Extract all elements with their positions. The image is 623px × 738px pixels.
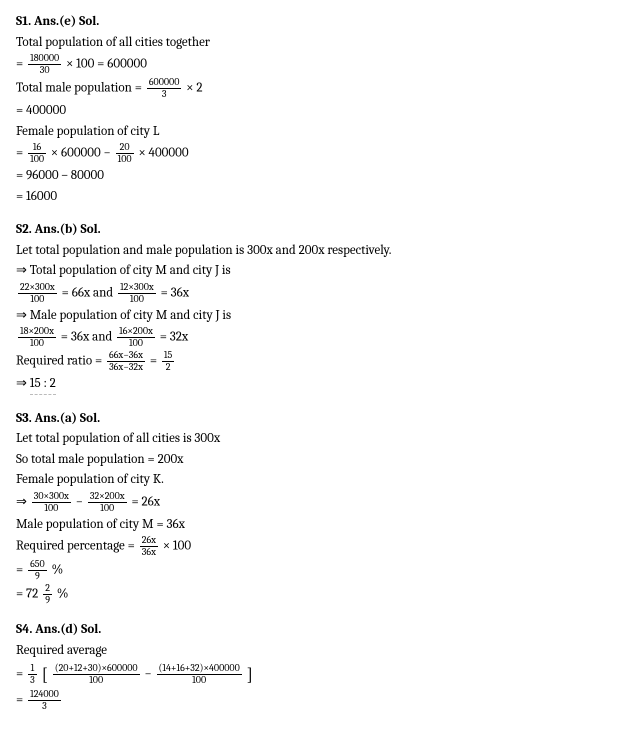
text: = 36x and: [61, 330, 112, 345]
fraction: 1240003: [28, 689, 61, 712]
text: = 26x: [131, 494, 160, 509]
text: × 400000: [138, 146, 188, 161]
text: =: [16, 693, 23, 708]
s2-line: 18×200x100 = 36x and 16×200x100 = 32x: [16, 326, 607, 349]
s2-line: Let total population and male population…: [16, 241, 607, 261]
fraction: 26x36x: [140, 535, 158, 558]
s3-line: Required percentage = 26x36x × 100: [16, 535, 607, 558]
text: × 100: [163, 539, 191, 554]
s4-line: = 13 [ (20+12+30)×600000100 − (14+16+32)…: [16, 661, 607, 688]
s3-line: Male population of city M = 36x: [16, 515, 607, 535]
fraction: 12×300x100: [118, 282, 156, 305]
s4-line: = 1240003: [16, 689, 607, 712]
text: × 2: [186, 81, 202, 96]
s3-line: So total male population = 200x: [16, 450, 607, 470]
text: Required percentage =: [16, 539, 135, 554]
s2-line: Required ratio = 66x−36x36x−32x = 152: [16, 350, 607, 373]
text: −: [76, 494, 83, 509]
text: =: [16, 667, 23, 682]
s4-header: S4. Ans.(d) Sol.: [16, 620, 607, 640]
text: =: [16, 146, 23, 161]
bracket-close: ]: [247, 664, 253, 685]
s1-line: = 16000: [16, 187, 607, 207]
s2-line: 22×300x100 = 66x and 12×300x100 = 36x: [16, 282, 607, 305]
bracket-open: [: [42, 664, 48, 685]
s1-line: Total male population = 6000003 × 2: [16, 77, 607, 100]
s4-line: Required average: [16, 641, 607, 661]
text: %: [52, 563, 64, 578]
fraction: 16100: [28, 142, 46, 165]
fraction: 6000003: [147, 77, 182, 100]
s3-line: ⇒ 30×300x100 − 32×200x100 = 26x: [16, 491, 607, 514]
solution-s2: S2. Ans.(b) Sol. Let total population an…: [16, 220, 607, 395]
answer-text: 15 : 2: [30, 374, 56, 395]
text: = 36x: [161, 285, 189, 300]
fraction: (20+12+30)×600000100: [53, 663, 140, 686]
text: = 32x: [160, 330, 188, 345]
s3-line: Female population of city K.: [16, 470, 607, 490]
text: × 100 = 600000: [66, 57, 147, 72]
s1-line: = 400000: [16, 101, 607, 121]
s1-header: S1. Ans.(e) Sol.: [16, 12, 607, 32]
fraction: 20100: [116, 142, 134, 165]
s2-line: ⇒ Male population of city M and city J i…: [16, 306, 607, 326]
fraction: 6509: [28, 559, 47, 582]
s2-line: ⇒ Total population of city M and city J …: [16, 261, 607, 281]
text: =: [16, 563, 23, 578]
fraction: 32×200x100: [88, 491, 127, 514]
text: ⇒: [16, 494, 27, 509]
fraction: 18×200x100: [18, 326, 56, 349]
s3-header: S3. Ans.(a) Sol.: [16, 409, 607, 429]
text: %: [57, 587, 69, 602]
text: ⇒: [16, 376, 27, 391]
text: × 600000 −: [51, 146, 111, 161]
s2-line: ⇒ 15 : 2: [16, 374, 607, 395]
fraction: 13: [28, 663, 37, 686]
solution-s3: S3. Ans.(a) Sol. Let total population of…: [16, 409, 607, 607]
s1-line: Female population of city L: [16, 122, 607, 142]
s1-line: = 96000 – 80000: [16, 166, 607, 186]
fraction: 152: [162, 350, 174, 373]
fraction: 16×200x100: [117, 326, 155, 349]
s3-line: = 72 29 %: [16, 583, 607, 606]
fraction: 66x−36x36x−32x: [107, 350, 145, 373]
text: Required ratio =: [16, 354, 102, 369]
text: Total male population =: [16, 81, 142, 96]
s2-header: S2. Ans.(b) Sol.: [16, 220, 607, 240]
text: = 66x and: [62, 285, 114, 300]
text: =: [16, 57, 23, 72]
fraction: 22×300x100: [18, 282, 57, 305]
solution-s4: S4. Ans.(d) Sol. Required average = 13 […: [16, 620, 607, 712]
fraction: (14+16+32)×400000100: [157, 663, 242, 686]
fraction: 29: [43, 583, 52, 606]
s1-line: = 18000030 × 100 = 600000: [16, 53, 607, 76]
solution-s1: S1. Ans.(e) Sol. Total population of all…: [16, 12, 607, 206]
text: =: [150, 354, 157, 369]
fraction: 30×300x100: [32, 491, 71, 514]
text: −: [144, 667, 151, 682]
s1-line: Total population of all cities together: [16, 33, 607, 53]
fraction: 18000030: [28, 53, 61, 76]
s3-line: = 6509 %: [16, 559, 607, 582]
s3-line: Let total population of all cities is 30…: [16, 429, 607, 449]
text: = 72: [16, 587, 38, 602]
s1-line: = 16100 × 600000 − 20100 × 400000: [16, 142, 607, 165]
